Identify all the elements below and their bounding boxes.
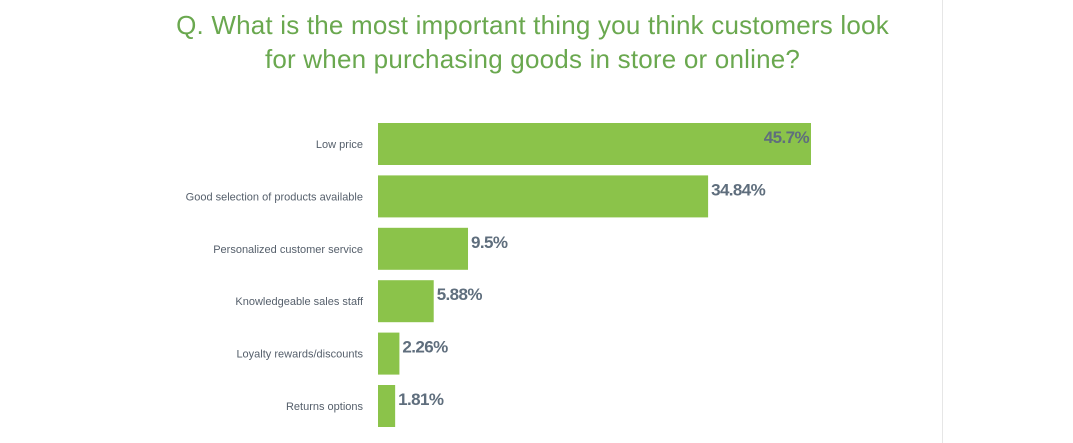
bar-group: Knowledgeable sales staff 5.88%	[235, 280, 483, 323]
category-label: Good selection of products available	[186, 191, 363, 203]
panel-divider	[942, 0, 943, 443]
bar-group: Loyalty rewards/discounts 2.26%	[236, 332, 449, 375]
category-label: Returns options	[286, 401, 364, 413]
chart-title-line-1: Q. What is the most important thing you …	[176, 10, 889, 40]
bar-group: Personalized customer service 9.5%	[213, 227, 508, 270]
value-label: 1.81%	[398, 390, 444, 409]
category-label: Knowledgeable sales staff	[235, 296, 364, 308]
bar	[378, 332, 400, 375]
bar-group: Good selection of products available 34.8…	[186, 175, 766, 218]
bar	[378, 175, 709, 218]
value-label: 45.7%	[764, 128, 810, 147]
bar	[378, 280, 434, 323]
value-label: 2.26%	[402, 338, 448, 357]
bar	[378, 123, 811, 165]
category-label: Personalized customer service	[213, 244, 363, 256]
value-label: 5.88%	[437, 285, 483, 304]
value-label: 34.84%	[711, 180, 766, 199]
category-label: Loyalty rewards/discounts	[236, 349, 363, 361]
value-label: 9.5%	[471, 233, 508, 252]
bar	[378, 385, 396, 427]
bar	[378, 227, 469, 270]
bar-group: Returns options 1.81%	[286, 385, 444, 427]
chart-title-line-2: for when purchasing goods in store or on…	[264, 44, 801, 74]
bar-group: Low price 45.7%	[316, 123, 811, 165]
chart-title: Q. What is the most important thing you …	[0, 8, 1065, 76]
category-label: Low price	[316, 139, 363, 151]
